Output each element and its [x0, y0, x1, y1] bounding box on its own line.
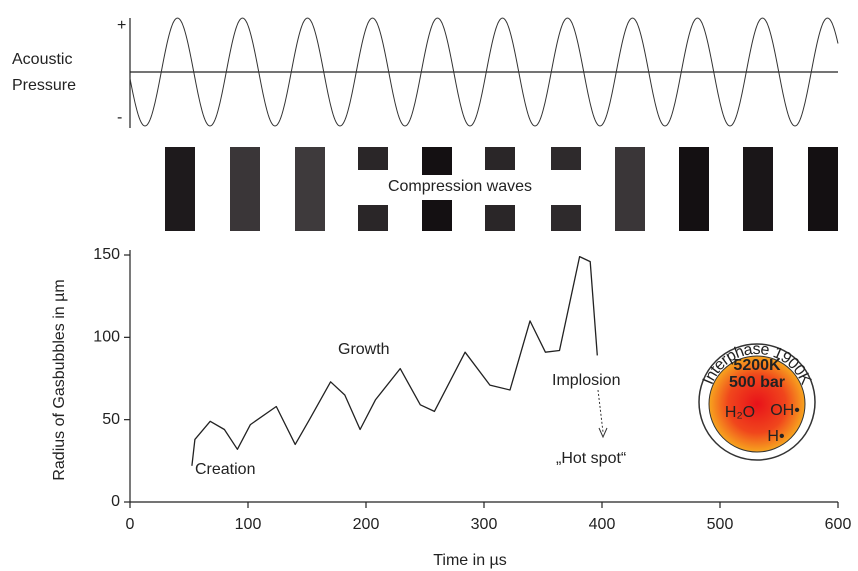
x-tick-label: 0 — [126, 516, 135, 533]
bar — [615, 147, 645, 231]
bar — [230, 147, 260, 231]
bar-piece — [485, 205, 515, 231]
y-axis-label: Radius of Gasbubbles in µm — [51, 279, 68, 480]
minus-sign: - — [117, 109, 122, 126]
bar — [295, 147, 325, 231]
x-axis-label: Time in µs — [433, 552, 507, 569]
bar-piece — [551, 205, 581, 231]
x-tick-label: 100 — [235, 516, 262, 533]
temperature: 5200K — [733, 357, 781, 374]
implosion-arrow — [598, 390, 603, 432]
species: H₂O — [725, 404, 755, 421]
species: OH• — [770, 402, 800, 419]
x-tick-label: 600 — [825, 516, 852, 533]
bar — [743, 147, 773, 231]
pressure: 500 bar — [729, 374, 785, 391]
arrow-head — [599, 428, 607, 437]
bar — [679, 147, 709, 231]
x-tick-label: 400 — [589, 516, 616, 533]
bar-piece — [358, 147, 388, 170]
annotation: Implosion — [552, 372, 620, 389]
y-tick-label: 0 — [111, 493, 120, 510]
bar-piece — [422, 200, 452, 231]
bar — [165, 147, 195, 231]
x-tick-label: 300 — [471, 516, 498, 533]
plus-sign: + — [117, 17, 126, 34]
pressure-label: Acoustic — [12, 51, 72, 68]
bar — [808, 147, 838, 231]
data-line — [192, 257, 597, 466]
bar-piece — [551, 147, 581, 170]
annotation: Growth — [338, 341, 390, 358]
figure: Acoustic Pressure + - Compression waves … — [0, 0, 858, 571]
y-tick-label: 50 — [102, 411, 120, 428]
waves-label: Compression waves — [388, 178, 532, 195]
x-tick-label: 200 — [353, 516, 380, 533]
y-tick-label: 150 — [93, 246, 120, 263]
bar-piece — [358, 205, 388, 231]
inset: Interphase 1900K 5200K 500 bar H₂O OH• H… — [699, 341, 815, 460]
x-tick-label: 500 — [707, 516, 734, 533]
species: H• — [767, 428, 784, 445]
annotation: Creation — [195, 461, 255, 478]
bar-piece — [485, 147, 515, 170]
bar-piece — [422, 147, 452, 175]
y-tick-label: 100 — [93, 329, 120, 346]
pressure-label: Pressure — [12, 77, 76, 94]
annotation: „Hot spot“ — [556, 450, 626, 467]
